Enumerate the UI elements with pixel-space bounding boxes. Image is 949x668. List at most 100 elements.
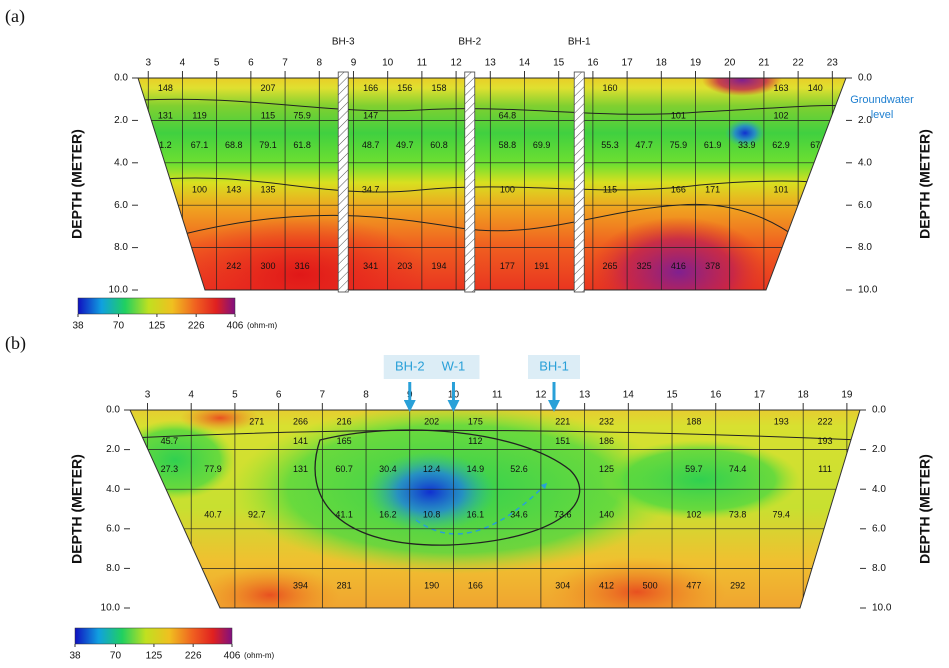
colorbar xyxy=(74,627,233,645)
x-tick-label: 12 xyxy=(451,58,463,69)
cell-value: 79.4 xyxy=(773,509,791,519)
cell-value: 30.4 xyxy=(379,464,397,474)
cell-value: 79.1 xyxy=(259,140,277,150)
y-tick-label-right: 2.0 xyxy=(858,115,872,126)
y-axis-title: DEPTH (METER) xyxy=(69,454,85,564)
x-tick-label: 13 xyxy=(485,58,497,69)
x-tick-label: 18 xyxy=(656,58,668,69)
cell-value: 60.7 xyxy=(335,464,353,474)
x-tick-label: 3 xyxy=(145,390,151,401)
cell-value: 69.9 xyxy=(533,140,551,150)
x-tick-label: 8 xyxy=(316,58,322,69)
y-tick-label-right: 0.0 xyxy=(858,73,872,84)
cell-value: 48.7 xyxy=(362,140,380,150)
cell-value: 140 xyxy=(599,509,614,519)
cell-value: 68.8 xyxy=(225,140,243,150)
x-tick-label: 6 xyxy=(248,58,254,69)
cell-value: 207 xyxy=(260,83,275,93)
cell-value: 10.8 xyxy=(423,509,441,519)
y-tick-label-right: 0.0 xyxy=(872,405,886,416)
cell-value: 316 xyxy=(295,261,310,271)
y-tick-label-right: 4.0 xyxy=(858,157,872,168)
y-tick-label: 0.0 xyxy=(114,73,128,84)
marker-box xyxy=(528,355,581,379)
cell-value: 64.8 xyxy=(499,111,517,121)
x-tick-label: 15 xyxy=(553,58,565,69)
y-tick-label: 4.0 xyxy=(106,484,120,495)
cell-value: 52.6 xyxy=(510,464,528,474)
cell-value: 49.7 xyxy=(396,140,414,150)
y-tick-label: 6.0 xyxy=(114,200,128,211)
colorbar-unit: (ohm-m) xyxy=(247,321,278,330)
y-tick-label-right: 8.0 xyxy=(872,563,886,574)
cell-value: 75.9 xyxy=(293,111,311,121)
x-tick-label: 11 xyxy=(417,58,428,69)
x-tick-label: 3 xyxy=(145,58,151,69)
cell-value: 194 xyxy=(431,261,446,271)
cell-value: 119 xyxy=(192,111,206,121)
cell-value: 115 xyxy=(603,185,617,195)
cell-value: 125 xyxy=(599,464,614,474)
colorbar-tick-label: 226 xyxy=(188,321,205,332)
cell-value: 60.8 xyxy=(430,140,448,150)
cell-value: 73.8 xyxy=(729,509,747,519)
x-tick-label: 19 xyxy=(841,390,853,401)
cell-value: 325 xyxy=(637,261,652,271)
cell-value: 394 xyxy=(293,581,308,591)
cell-value: 175 xyxy=(468,416,483,426)
cell-value: 100 xyxy=(500,185,515,195)
cell-value: 166 xyxy=(468,581,483,591)
cell-value: 131 xyxy=(293,464,308,474)
cell-value: 477 xyxy=(686,581,701,591)
cell-value: 34.7 xyxy=(362,185,380,195)
x-tick-label: 10 xyxy=(382,58,394,69)
colorbar-tick-label: 38 xyxy=(69,651,81,662)
cell-value: 140 xyxy=(808,83,823,93)
cell-value: 77.9 xyxy=(204,464,222,474)
panel-label: (b) xyxy=(5,333,26,354)
cell-value: 191 xyxy=(534,261,549,271)
colorbar-tick-label: 70 xyxy=(110,651,122,662)
cell-value: 193 xyxy=(774,416,789,426)
colorbar-tick-label: 125 xyxy=(146,651,163,662)
x-tick-label: 4 xyxy=(188,390,194,401)
cell-value: 100 xyxy=(192,185,207,195)
cell-value: 59.7 xyxy=(685,464,703,474)
y-tick-label: 8.0 xyxy=(106,563,120,574)
x-tick-label: 15 xyxy=(666,390,678,401)
marker-label: BH-1 xyxy=(539,358,569,373)
y-axis-title-right: DEPTH (METER) xyxy=(917,454,933,564)
cell-value: 188 xyxy=(686,416,701,426)
cell-value: 1.2 xyxy=(159,140,172,150)
marker-label: BH-2 xyxy=(395,358,425,373)
cell-value: 75.9 xyxy=(670,140,688,150)
colorbar-tick-label: 38 xyxy=(72,321,84,332)
y-tick-label-right: 10.0 xyxy=(858,285,878,296)
cell-value: 203 xyxy=(397,261,412,271)
cell-value: 163 xyxy=(773,83,788,93)
cell-value: 67.1 xyxy=(191,140,209,150)
cell-value: 41.1 xyxy=(335,509,353,519)
x-tick-label: 21 xyxy=(758,58,770,69)
cell-value: 62.9 xyxy=(772,140,790,150)
cell-value: 216 xyxy=(337,416,352,426)
y-tick-label: 6.0 xyxy=(106,523,120,534)
y-axis-title: DEPTH (METER) xyxy=(69,129,85,239)
cell-value: 112 xyxy=(468,436,482,446)
colorbar-tick-label: 70 xyxy=(113,321,125,332)
marker-label: W-1 xyxy=(442,358,466,373)
y-tick-label: 8.0 xyxy=(114,242,128,253)
cell-value: 34.6 xyxy=(510,509,528,519)
cell-value: 156 xyxy=(397,83,412,93)
x-tick-label: 13 xyxy=(579,390,591,401)
x-tick-label: 9 xyxy=(351,58,357,69)
x-tick-label: 14 xyxy=(623,390,635,401)
colorbar-tick-label: 406 xyxy=(227,321,244,332)
cell-value: 242 xyxy=(226,261,241,271)
cell-value: 292 xyxy=(730,581,745,591)
x-tick-label: 7 xyxy=(282,58,288,69)
y-tick-label: 10.0 xyxy=(109,285,129,296)
cell-value: 16.1 xyxy=(467,509,485,519)
resistivity-field xyxy=(130,410,860,608)
